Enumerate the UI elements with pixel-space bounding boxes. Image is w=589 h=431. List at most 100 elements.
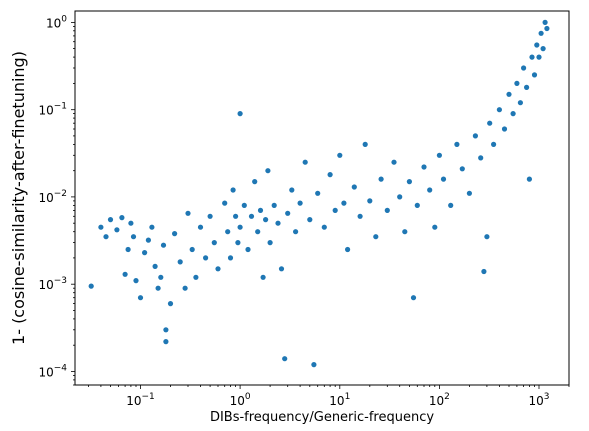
data-point bbox=[260, 274, 266, 280]
data-point bbox=[103, 234, 109, 240]
data-point bbox=[278, 266, 285, 272]
data-point bbox=[107, 217, 114, 223]
data-point bbox=[122, 271, 128, 277]
data-point bbox=[307, 217, 313, 223]
data-point bbox=[222, 200, 228, 206]
data-point bbox=[267, 240, 273, 246]
data-point bbox=[297, 200, 303, 206]
data-point bbox=[302, 159, 308, 165]
x-tick-label: 102 bbox=[429, 392, 450, 408]
data-point bbox=[506, 91, 512, 97]
data-point bbox=[544, 25, 550, 32]
data-point bbox=[440, 176, 447, 182]
data-point bbox=[207, 213, 213, 219]
data-point bbox=[275, 220, 281, 226]
data-point bbox=[265, 168, 271, 174]
data-point bbox=[345, 246, 351, 253]
data-point bbox=[378, 176, 384, 182]
points-layer bbox=[88, 19, 550, 368]
data-point bbox=[160, 242, 167, 248]
data-point bbox=[145, 237, 151, 243]
y-tick-label: 10−1 bbox=[38, 102, 67, 118]
data-point bbox=[534, 42, 540, 48]
data-point bbox=[255, 229, 261, 235]
data-point bbox=[197, 224, 204, 230]
y-axis-label: 1- (cosine-similarity-after-finetuning) bbox=[9, 51, 28, 345]
data-point bbox=[526, 176, 533, 182]
y-tick-label: 10−4 bbox=[38, 364, 67, 380]
data-point bbox=[185, 210, 191, 216]
data-point bbox=[540, 46, 546, 52]
plot-frame bbox=[74, 10, 570, 386]
data-point bbox=[351, 184, 357, 190]
x-tick-label: 103 bbox=[528, 392, 549, 408]
data-point bbox=[501, 126, 508, 132]
data-point bbox=[282, 356, 288, 362]
data-point bbox=[252, 179, 258, 185]
data-point bbox=[406, 179, 412, 185]
data-point bbox=[289, 187, 295, 193]
data-point bbox=[337, 152, 343, 158]
data-point bbox=[454, 141, 460, 147]
data-point bbox=[237, 111, 243, 117]
data-point bbox=[373, 234, 379, 240]
data-point bbox=[536, 54, 542, 60]
data-point bbox=[514, 80, 520, 86]
data-point bbox=[421, 164, 427, 170]
x-tick-label: 101 bbox=[329, 392, 350, 408]
data-point bbox=[414, 202, 420, 208]
data-point bbox=[130, 234, 137, 240]
x-axis-label: DIBs-frequency/Generic-frequency bbox=[210, 410, 434, 425]
y-tick-label: 100 bbox=[46, 14, 67, 30]
data-point bbox=[448, 202, 454, 208]
data-point bbox=[149, 224, 155, 230]
x-tick-label: 10−1 bbox=[126, 392, 155, 408]
x-ticks: 10−1 100 101 102 103 bbox=[88, 385, 570, 408]
data-point bbox=[332, 207, 338, 213]
data-point bbox=[472, 133, 478, 139]
data-point bbox=[177, 259, 183, 265]
data-point bbox=[237, 224, 243, 230]
data-point bbox=[128, 220, 134, 226]
data-point bbox=[235, 240, 241, 246]
data-point bbox=[524, 84, 530, 90]
data-point bbox=[521, 65, 527, 71]
data-point bbox=[402, 229, 408, 235]
data-point bbox=[211, 240, 217, 246]
data-point bbox=[391, 159, 397, 165]
data-point bbox=[167, 301, 174, 307]
data-point bbox=[491, 141, 497, 147]
data-point bbox=[285, 210, 291, 216]
y-ticks: 10−4 10−3 10−2 10−1 100 bbox=[38, 14, 75, 386]
data-point bbox=[241, 202, 247, 208]
data-point bbox=[410, 295, 417, 301]
data-point bbox=[529, 54, 535, 60]
data-point bbox=[496, 107, 502, 113]
data-point bbox=[271, 202, 277, 208]
data-point bbox=[98, 224, 104, 230]
data-point bbox=[263, 217, 269, 223]
data-point bbox=[487, 120, 493, 126]
data-point bbox=[341, 200, 347, 206]
data-point bbox=[484, 234, 490, 240]
data-point bbox=[384, 207, 390, 213]
data-point bbox=[125, 246, 131, 253]
data-point bbox=[245, 246, 251, 253]
data-point bbox=[315, 190, 321, 196]
data-point bbox=[538, 30, 544, 36]
y-tick-label: 10−3 bbox=[38, 276, 67, 292]
data-point bbox=[432, 224, 438, 230]
data-point bbox=[327, 172, 333, 178]
data-point bbox=[531, 72, 538, 78]
data-point bbox=[248, 213, 255, 219]
data-point bbox=[517, 100, 524, 106]
data-point bbox=[163, 339, 169, 345]
data-point bbox=[436, 152, 442, 158]
data-point bbox=[163, 327, 169, 333]
data-point bbox=[481, 268, 487, 275]
data-point bbox=[189, 246, 195, 253]
x-tick-label: 100 bbox=[230, 392, 251, 408]
data-point bbox=[203, 255, 209, 261]
data-point bbox=[427, 187, 433, 193]
